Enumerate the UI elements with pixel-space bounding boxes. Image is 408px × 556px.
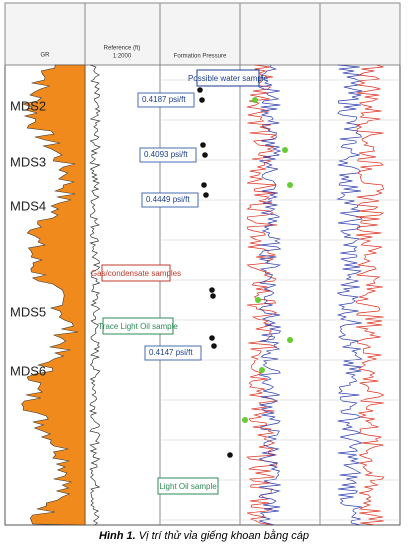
note: Gas/condensate samples (91, 269, 181, 278)
pressure-point (211, 343, 217, 349)
gradient-label: 0.4187 psi/ft (142, 95, 186, 104)
pressure-title: Formation Pressure (174, 54, 227, 60)
pressure-point (197, 87, 203, 93)
figure: GR Reference (ft) 1:2000 Formation Press… (4, 2, 401, 526)
res-curve (246, 64, 278, 526)
gradient-box (137, 92, 195, 108)
caption-text: Vị trí thử vỉa giếng khoan bằng cáp (138, 530, 309, 542)
note-box (196, 69, 260, 87)
gradient-box (139, 147, 197, 163)
gr-fill (21, 64, 86, 526)
note: Trace Light Oil sample (98, 322, 178, 331)
ref-title: Reference (ft) (104, 46, 141, 52)
gradient-label: 0.4093 psi/ft (144, 150, 188, 159)
sample-point (259, 367, 265, 373)
zone-label: MDS3 (10, 154, 46, 169)
log-curves (21, 64, 400, 526)
zone-label: MDS5 (10, 304, 46, 319)
sample-point (252, 97, 258, 103)
neu-curve (354, 64, 385, 526)
caption-label: Hình 1. (99, 530, 136, 542)
pressure-point (203, 192, 209, 198)
pressure-point (209, 287, 215, 293)
sample-point (242, 417, 248, 423)
sample-point (287, 182, 293, 188)
zone-label: MDS4 (10, 198, 46, 213)
zone-label: MDS2 (10, 98, 46, 113)
pressure-point (210, 293, 216, 299)
gr-title: GR (41, 53, 51, 59)
pressure-point (199, 97, 205, 103)
pressure-point (201, 182, 207, 188)
den-curve (336, 64, 363, 526)
zone-label: MDS6 (10, 363, 46, 378)
pressure-point (209, 335, 215, 341)
note-box (101, 264, 171, 282)
pressure-point (227, 452, 233, 458)
gradient-label: 0.4147 psi/ft (149, 348, 193, 357)
note-box (102, 317, 174, 335)
gradient-box (141, 192, 199, 208)
note: Possible water sample (188, 74, 269, 83)
pressure-point (200, 142, 206, 148)
note-box (157, 477, 219, 495)
cali-curve (89, 64, 101, 526)
caption: Hình 1. Vị trí thử vỉa giếng khoan bằng … (0, 530, 408, 542)
sample-point (287, 337, 293, 343)
note: Light Oil sample (159, 482, 217, 491)
gradient-label: 0.4449 psi/ft (146, 195, 190, 204)
gradient-box (144, 345, 202, 361)
header (4, 2, 401, 66)
ref-scale: 1:2000 (113, 54, 132, 60)
sample-point (282, 147, 288, 153)
pressure-point (202, 152, 208, 158)
sample-point (255, 297, 261, 303)
res-curve-2 (257, 64, 282, 526)
